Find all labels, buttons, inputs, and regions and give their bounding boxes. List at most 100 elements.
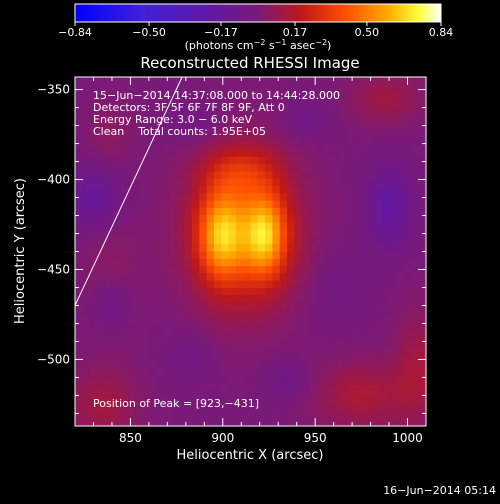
heatmap-cell (104, 280, 113, 289)
heatmap-cell (75, 302, 83, 311)
heatmap-cell (235, 367, 244, 376)
heatmap-cell (118, 353, 127, 362)
heatmap-cell (148, 200, 157, 209)
heatmap-cell (316, 251, 325, 260)
heatmap-cell (345, 149, 354, 158)
heatmap-cell (338, 353, 347, 362)
heatmap-cell (323, 84, 332, 93)
heatmap-cell (89, 127, 98, 136)
heatmap-cell (184, 309, 193, 318)
heatmap-cell (126, 266, 135, 274)
heatmap-cell (323, 98, 332, 107)
heatmap-cell (257, 186, 266, 194)
heatmap-cell (301, 186, 310, 194)
heatmap-cell (279, 360, 288, 369)
heatmap-cell (170, 404, 178, 413)
heatmap-cell (96, 346, 105, 354)
heatmap-cell (330, 360, 339, 369)
heatmap-cell (382, 418, 391, 426)
heatmap-cell (389, 215, 398, 224)
heatmap-cell (111, 84, 120, 93)
heatmap-cell (257, 149, 266, 158)
heatmap-cell (184, 207, 193, 216)
heatmap-cell (221, 135, 230, 144)
heatmap-cell (287, 353, 295, 362)
heatmap-cell (206, 404, 215, 413)
heatmap-cell (140, 411, 149, 420)
heatmap-cell (411, 295, 420, 303)
heatmap-cell (323, 142, 332, 151)
heatmap-cell (213, 396, 222, 405)
heatmap-cell (316, 135, 325, 144)
heatmap-cell (352, 273, 361, 282)
heatmap-cell (257, 164, 266, 173)
heatmap-cell (338, 346, 347, 354)
heatmap-cell (352, 266, 361, 274)
heatmap-cell (177, 382, 186, 391)
heatmap-cell (213, 302, 222, 311)
heatmap-cell (221, 91, 230, 100)
heatmap-cell (389, 295, 398, 303)
heatmap-cell (89, 375, 98, 383)
heatmap-cell (104, 418, 113, 426)
heatmap-cell (199, 229, 208, 238)
heatmap-cell (316, 178, 325, 187)
heatmap-cell (206, 280, 215, 289)
heatmap-cell (374, 360, 383, 369)
heatmap-cell (374, 309, 383, 318)
heatmap-cell (199, 186, 208, 194)
heatmap-cell (287, 404, 295, 413)
heatmap-cell (389, 135, 398, 144)
heatmap-cell (287, 309, 295, 318)
heatmap-cell (199, 338, 208, 347)
heatmap-cell (177, 266, 186, 274)
heatmap-cell (316, 106, 325, 114)
heatmap-cell (418, 353, 426, 362)
heatmap-cell (75, 164, 83, 173)
heatmap-cell (111, 295, 120, 303)
heatmap-cell (265, 389, 274, 398)
heatmap-cell (404, 149, 412, 158)
heatmap-cell (221, 258, 230, 267)
heatmap-cell (96, 171, 105, 180)
heatmap-cell (111, 244, 120, 253)
heatmap-cell (287, 346, 295, 354)
heatmap-cell (309, 295, 317, 303)
heatmap-cell (89, 367, 98, 376)
heatmap-cell (221, 331, 230, 340)
heatmap-cell (133, 331, 142, 340)
heatmap-cell (243, 207, 252, 216)
heatmap-cell (133, 106, 142, 114)
heatmap-cell (352, 338, 361, 347)
heatmap-cell (162, 258, 171, 267)
heatmap-cell (338, 338, 347, 347)
heatmap-cell (221, 229, 230, 238)
heatmap-cell (287, 127, 295, 136)
heatmap-cell (411, 106, 420, 114)
heatmap-cell (250, 244, 259, 253)
heatmap-cell (96, 178, 105, 187)
heatmap-cell (309, 207, 317, 216)
heatmap-cell (82, 251, 91, 260)
heatmap-cell (411, 77, 420, 85)
heatmap-cell (287, 287, 295, 296)
heatmap-cell (287, 331, 295, 340)
heatmap-cell (316, 120, 325, 129)
heatmap-cell (257, 244, 266, 253)
heatmap-cell (177, 273, 186, 282)
heatmap-cell (206, 382, 215, 391)
heatmap-cell (162, 411, 171, 420)
heatmap-cell (82, 186, 91, 194)
heatmap-cell (330, 193, 339, 202)
heatmap-cell (192, 375, 200, 383)
heatmap-cell (374, 135, 383, 144)
heatmap-cell (367, 113, 376, 122)
heatmap-cell (250, 77, 259, 85)
heatmap-cell (162, 338, 171, 347)
heatmap-cell (360, 396, 369, 405)
heatmap-cell (148, 389, 157, 398)
heatmap-cell (162, 142, 171, 151)
heatmap-cell (287, 186, 295, 194)
heatmap-cell (323, 229, 332, 238)
heatmap-cell (279, 91, 288, 100)
